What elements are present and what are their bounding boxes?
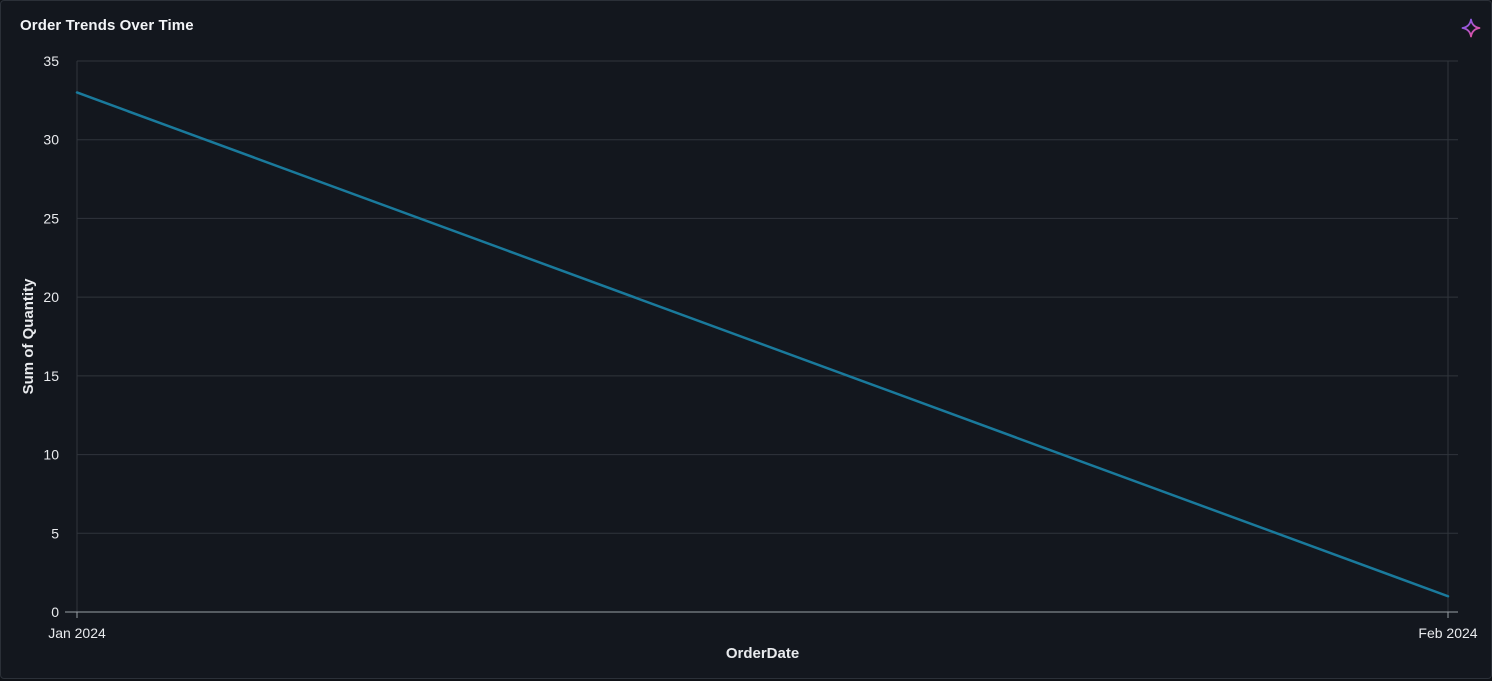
series-line[interactable] [75, 91, 1450, 598]
x-axis-title: OrderDate [726, 645, 799, 662]
y-tick-label: 5 [51, 525, 59, 541]
y-tick-label: 10 [43, 447, 59, 463]
y-axis-title: Sum of Quantity [20, 278, 37, 394]
sparkle-icon[interactable] [1461, 18, 1481, 38]
y-tick-label: 0 [51, 604, 59, 620]
y-tick-label: 20 [43, 289, 59, 305]
tick-labels: 0 5 10 15 20 25 30 35 Jan 2024 Feb 2024 [43, 53, 1477, 641]
chart-title: Order Trends Over Time [20, 17, 194, 34]
x-tick-label: Jan 2024 [48, 625, 106, 641]
axes [65, 611, 1458, 618]
sparkle-icon-graphic [1461, 18, 1481, 38]
y-tick-label: 15 [43, 368, 59, 384]
y-tick-label: 30 [43, 132, 59, 148]
grid-lines [76, 60, 1458, 612]
y-tick-label: 25 [43, 210, 59, 226]
y-tick-label: 35 [43, 53, 59, 69]
x-tick-label: Feb 2024 [1418, 625, 1477, 641]
series-lines [75, 91, 1450, 598]
